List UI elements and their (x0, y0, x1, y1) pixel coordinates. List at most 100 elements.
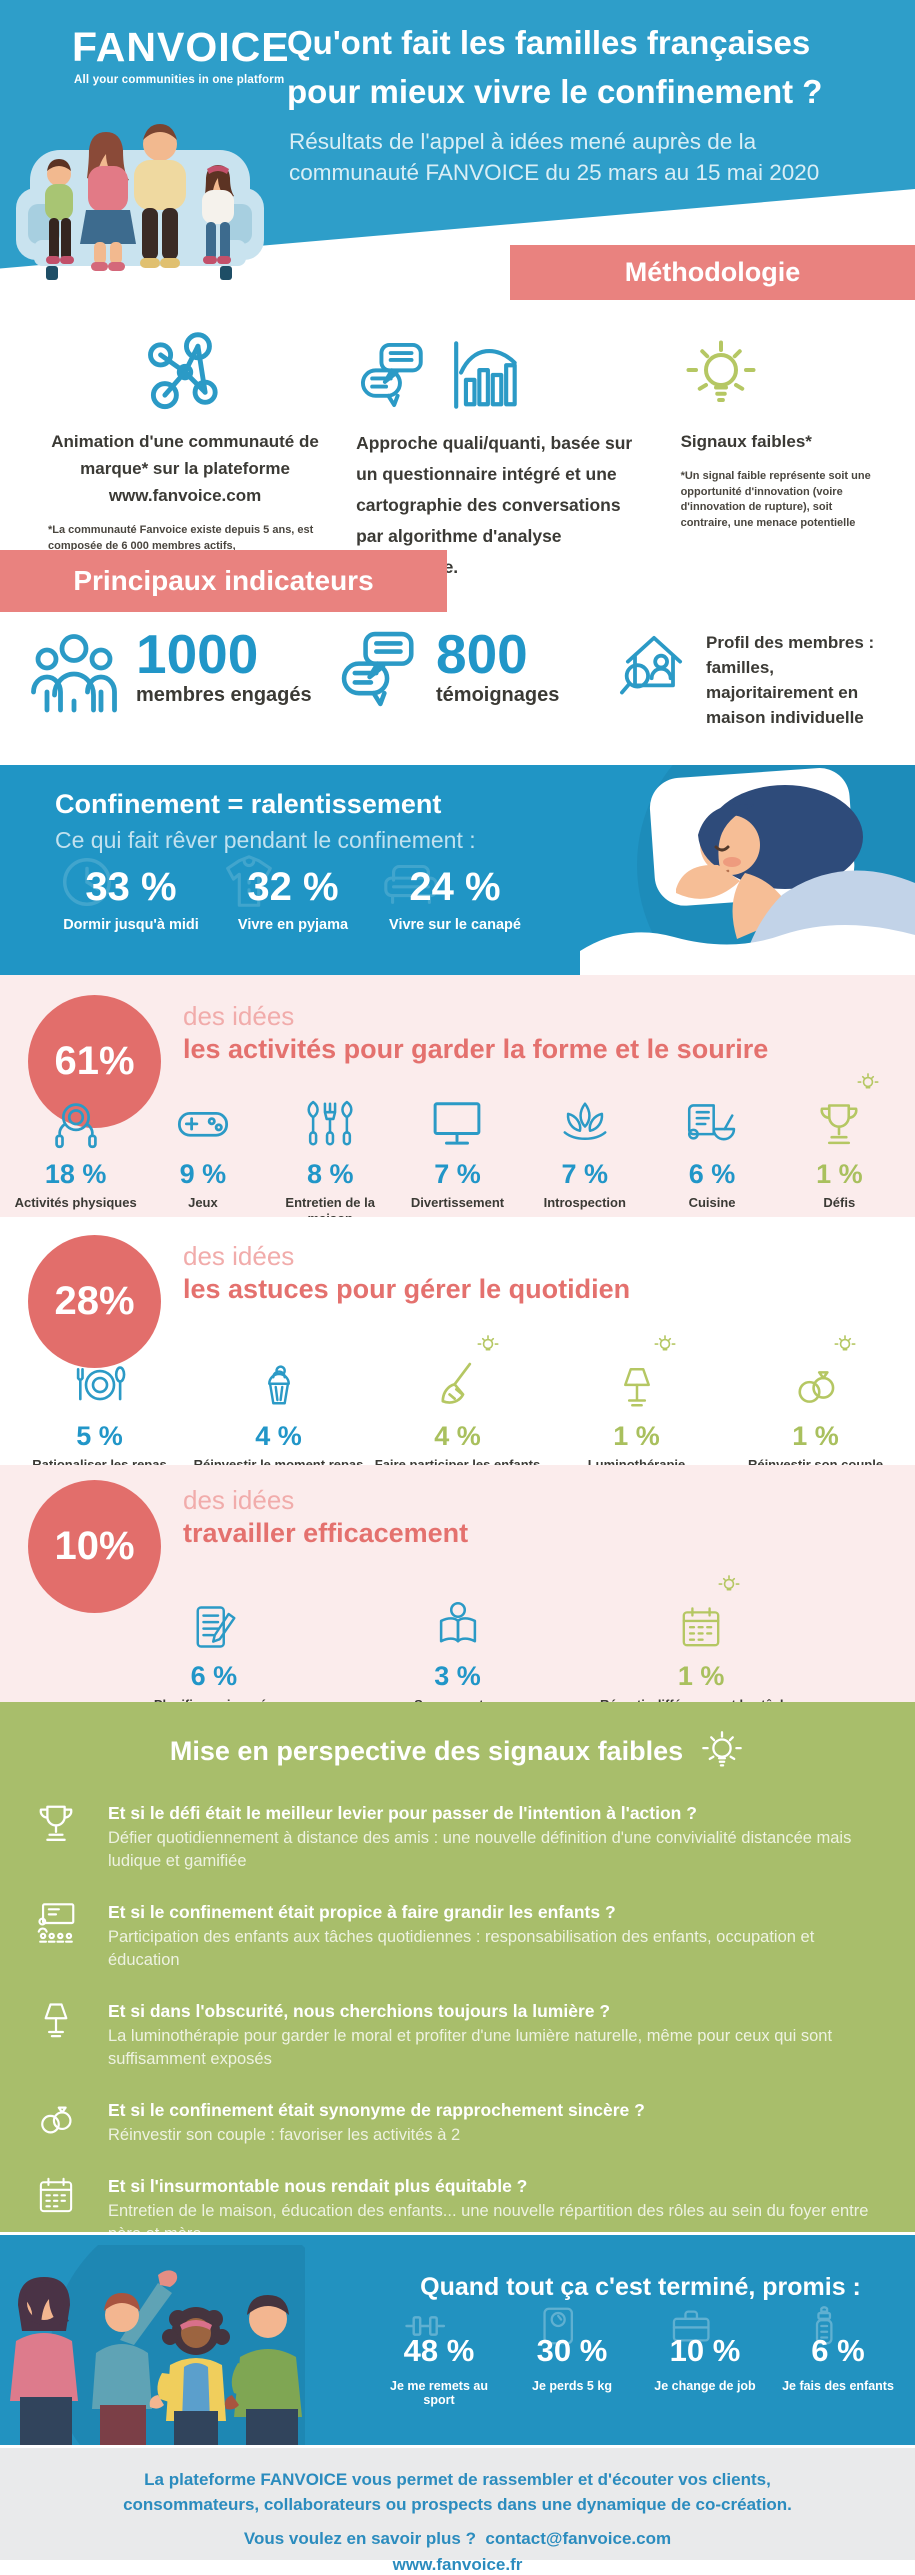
page-title-line2: pour mieux vivre le confinement ? (287, 73, 823, 110)
footer-section: La plateforme FANVOICE vous permet de ra… (0, 2445, 915, 2574)
idea-item: 9 % Jeux (139, 1089, 266, 1227)
item-value: 6 % (688, 1159, 736, 1189)
dream-section: Confinement = ralentissement Ce qui fait… (0, 765, 915, 975)
idea-title: les activités pour garder la forme et le… (183, 1034, 769, 1064)
calendar-icon (676, 1603, 726, 1653)
idea-section-10: 10% des idées travailler efficacement 6 … (0, 1465, 915, 1712)
indicator-members: 1000 membres engagés (26, 626, 336, 765)
signals-section: Mise en perspective des signaux faibles … (0, 1702, 915, 2243)
footer-contact-email[interactable]: contact@fanvoice.com (485, 2529, 672, 2548)
promise-stat-job: 10 % Je change de job (642, 2333, 768, 2407)
presentation-icon (33, 1900, 79, 1946)
community-network-icon (139, 329, 231, 421)
sleeping-woman-illustration (580, 765, 915, 975)
idea-prefix: des idées (183, 1241, 295, 1271)
promise-stat-weight: 30 % Je perds 5 kg (509, 2333, 635, 2407)
trophy-icon (813, 1099, 865, 1151)
item-value: 7 % (561, 1159, 609, 1189)
jump-rope-icon (49, 1097, 103, 1151)
signal-title: Et si dans l'obscurité, nous cherchions … (108, 2001, 611, 2021)
item-value: 1 % (816, 1159, 863, 1189)
item-value: 1 % (677, 1661, 725, 1691)
footer-website-link[interactable]: www.fanvoice.fr (392, 2555, 523, 2574)
item-label: Introspection (543, 1195, 626, 1210)
signal-item: Et si le confinement était synonyme de r… (0, 2098, 915, 2147)
item-value: 5 % (76, 1421, 123, 1451)
signal-item: Et si le défi était le meilleur levier p… (0, 1801, 915, 1873)
signal-body: La luminothérapie pour garder le moral e… (108, 2027, 833, 2068)
idea-spark-icon (855, 1069, 881, 1095)
recipe-icon (685, 1097, 739, 1151)
idea-item: 18 % Activités physiques (12, 1089, 139, 1227)
page-subtitle: Résultats de l'appel à idées mené auprès… (289, 129, 820, 185)
idea-prefix: des idées (183, 1001, 295, 1031)
rings-icon (790, 1361, 842, 1413)
signal-body: Participation des enfants aux tâches quo… (108, 1928, 815, 1969)
footer-description: La plateforme FANVOICE vous permet de ra… (123, 2470, 792, 2514)
methodology-col-approach: Approche quali/quanti, basée sur un ques… (356, 322, 647, 577)
testimonials-count: 800 (436, 623, 528, 685)
signal-item: Et si dans l'obscurité, nous cherchions … (0, 1999, 915, 2071)
methodology-col-signals: Signaux faibles* *Un signal faible repré… (681, 322, 877, 550)
idea-section-heading: des idées les astuces pour gérer le quot… (0, 1217, 915, 1305)
family-couch-illustration (16, 124, 264, 280)
dream-stats-row: 33 % Dormir jusqu'à midi 32 % Vivre en p… (50, 865, 536, 933)
signal-item: Et si l'insurmontable nous rendait plus … (0, 2174, 915, 2246)
idea-spark-icon (652, 1331, 678, 1357)
lamp-icon (34, 1999, 78, 2043)
stat-value: 33 % (85, 865, 177, 909)
stat-label: Je perds 5 kg (532, 2379, 612, 2393)
dream-subtitle: Ce qui fait rêver pendant le confinement… (55, 827, 476, 853)
percent-circle: 10% (28, 1480, 161, 1613)
dream-stat-pyjama: 32 % Vivre en pyjama (212, 865, 374, 933)
signal-body: Défier quotidiennement à distance des am… (108, 1829, 852, 1870)
stat-label: Vivre sur le canapé (389, 917, 521, 933)
testimonials-label: témoignages (436, 684, 560, 706)
stat-value: 10 % (669, 2333, 741, 2368)
indicator-testimonials: 800 témoignages (336, 626, 616, 765)
promise-stat-sport: 48 % Je me remets au sport (376, 2333, 502, 2407)
lotus-icon (558, 1097, 612, 1151)
idea-section-28: 28% des idées les astuces pour gérer le … (0, 1217, 915, 1488)
indicators-section: 1000 membres engagés 800 témoignages Pro… (0, 612, 915, 765)
idea-item: 1 % Répartir différemment les tâches (579, 1591, 823, 1713)
idea-spark-icon (716, 1571, 742, 1597)
percent-circle: 61% (28, 995, 161, 1128)
house-search-icon (616, 626, 692, 702)
item-value: 7 % (434, 1159, 481, 1189)
stat-value: 30 % (536, 2333, 608, 2368)
indicators-banner: Principaux indicateurs (0, 550, 447, 612)
gamepad-icon (175, 1095, 231, 1151)
item-label: Activités physiques (14, 1195, 137, 1210)
header-section: FANVOICE All your communities in one pla… (0, 0, 915, 300)
item-value: 4 % (255, 1421, 302, 1451)
dream-stat-sleep: 33 % Dormir jusqu'à midi (50, 865, 212, 933)
page-title: Qu'ont fait les familles françaises pour… (287, 18, 912, 116)
notepad-icon (188, 1601, 240, 1653)
stat-value: 6 % (811, 2333, 865, 2368)
item-label: Divertissement (410, 1195, 505, 1210)
signal-item: Et si le confinement était propice à fai… (0, 1900, 915, 1972)
methodology-banner: Méthodologie (510, 245, 915, 300)
signal-title: Et si le défi était le meilleur levier p… (108, 1803, 697, 1823)
promise-stat-children: 6 % Je fais des enfants (775, 2333, 901, 2407)
idea-items-row: 6 % Planifier sa journée 3 % Se concentr… (0, 1591, 915, 1713)
methodology-col-community: Animation d'une communauté de marque* su… (48, 322, 322, 583)
idea-prefix: des idées (183, 1485, 295, 1515)
idea-spark-icon (832, 1331, 858, 1357)
lamp-icon (612, 1363, 662, 1413)
group-people-illustration (10, 2245, 305, 2445)
members-count: 1000 (136, 623, 259, 685)
stat-label: Vivre en pyjama (237, 917, 349, 933)
idea-item: 7 % Divertissement (394, 1089, 521, 1227)
idea-item: 3 % Se concentrer (336, 1591, 580, 1713)
signal-title: Et si le confinement était synonyme de r… (108, 2100, 645, 2120)
lightbulb-icon (681, 335, 761, 415)
footer-contact-prompt: Vous voulez en savoir plus ? (243, 2529, 476, 2548)
garden-tools-icon (303, 1097, 357, 1151)
signals-title: Mise en perspective des signaux faibles (169, 1735, 684, 1766)
people-group-icon (26, 626, 122, 722)
stat-value: 48 % (403, 2333, 475, 2368)
idea-item: 8 % Entretien de la maison (267, 1089, 394, 1227)
